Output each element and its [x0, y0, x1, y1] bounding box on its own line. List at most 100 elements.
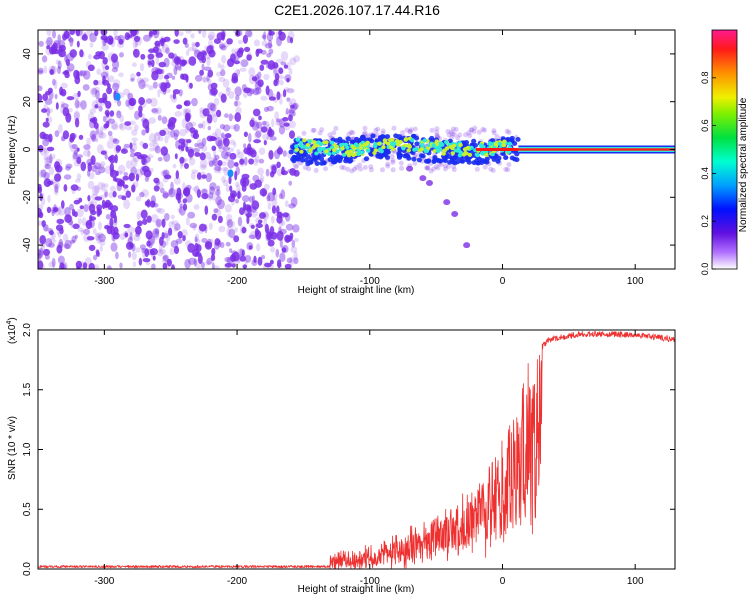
spectrogram-noise-cell [71, 143, 78, 150]
spectrogram-noise-cell [187, 243, 196, 253]
spectrogram-noise-cell [231, 263, 236, 268]
signal-core-cell [366, 148, 371, 153]
snr-y-tick-label: 1.0 [22, 442, 33, 456]
signal-halo-cell [450, 126, 456, 132]
spectrogram-noise-cell [207, 34, 214, 40]
spectrogram-noise-cell [46, 146, 55, 152]
signal-core-cell [379, 149, 384, 154]
spectrogram-noise-cell [115, 145, 122, 152]
spectrogram-noise-cell [79, 205, 85, 210]
spectrogram-noise-cell [81, 217, 87, 227]
spectrogram-noise-cell [235, 166, 240, 176]
spectrogram-noise-cell [38, 250, 44, 259]
spectrogram-noise-cell [265, 168, 270, 177]
spectrogram-noise-cell [63, 184, 68, 192]
spectrogram-noise-cell [233, 235, 240, 243]
spectrogram-x-axis-label: Height of straight line (km) [298, 285, 415, 296]
spectrogram-noise-cell [172, 92, 176, 100]
spectrogram-noise-cell [146, 154, 154, 159]
spectrogram-noise-cell [130, 166, 137, 176]
spectrogram-noise-cell [162, 254, 169, 262]
signal-halo-cell [466, 130, 472, 136]
spectrogram-noise-cell [126, 34, 133, 39]
spectrogram-noise-cell [66, 111, 70, 119]
spectrogram-noise-cell [38, 254, 43, 261]
spectrogram-noise-cell [253, 39, 260, 47]
spectrogram-noise-cell [107, 75, 115, 83]
spectrogram-noise-cell [139, 192, 145, 198]
spectrogram-noise-cell [103, 123, 109, 129]
spectrogram-noise-cell [193, 48, 199, 54]
spectrogram-noise-cell [292, 110, 296, 117]
signal-halo-cell [449, 134, 455, 140]
spectrogram-noise-cell [76, 147, 80, 152]
spectrogram-noise-cell [205, 261, 211, 266]
spectrogram-noise-cell [113, 228, 120, 234]
signal-core-cell [373, 144, 378, 149]
spectrogram-noise-cell [88, 262, 95, 269]
spectrogram-noise-cell [192, 186, 200, 192]
spectrogram-noise-cell [212, 192, 216, 201]
spectrogram-noise-cell [70, 184, 79, 191]
spectrogram-noise-cell [53, 207, 59, 212]
spectrogram-noise-cell [229, 248, 233, 253]
spectrogram-noise-cell [54, 130, 60, 138]
spectrogram-noise-cell [235, 181, 240, 188]
spectrogram-noise-cell [267, 192, 271, 198]
signal-halo-cell [429, 127, 435, 133]
signal-core-cell [324, 149, 329, 154]
spectrogram-noise-cell [105, 65, 110, 71]
spectrogram-noise-cell [160, 187, 165, 194]
signal-core-cell [302, 138, 307, 143]
spectrogram-noise-cell [244, 156, 248, 166]
signal-halo-cell [341, 165, 347, 171]
spectrogram-noise-cell [163, 232, 169, 238]
spectrogram-noise-cell [77, 217, 82, 225]
signal-halo-cell [443, 163, 449, 169]
spectrogram-noise-cell [268, 150, 274, 160]
colorbar-tick-label: 0.0 [700, 263, 710, 276]
spectrogram-noise-cell [239, 158, 245, 165]
spectrogram-noise-cell [209, 108, 217, 118]
signal-core-cell [299, 149, 304, 154]
snr-x-tick-label: 0 [500, 576, 506, 587]
spectrogram-noise-cell [284, 263, 292, 269]
spectrogram-noise-cell [95, 171, 101, 176]
spectrogram-noise-cell [38, 40, 44, 47]
spectrogram-noise-cell [101, 199, 106, 210]
spectrogram-noise-cell [193, 49, 201, 58]
spectrogram-noise-cell [45, 164, 49, 169]
spectrogram-noise-cell [278, 125, 285, 135]
spectrogram-noise-cell [211, 160, 216, 165]
spectrogram-noise-cell [57, 34, 61, 43]
spectrogram-noise-cell [207, 196, 214, 201]
spectrogram-noise-cell [119, 114, 124, 123]
signal-band-cell [416, 157, 422, 163]
spectrogram-noise-cell [80, 100, 87, 110]
spectrogram-noise-cell [211, 145, 217, 152]
signal-halo-cell [412, 126, 418, 132]
secondary-trace-point [451, 211, 459, 218]
signal-halo-cell [400, 130, 406, 135]
spectrogram-noise-cell [220, 45, 227, 51]
spectrogram-noise-cell [293, 238, 299, 243]
spectrogram-noise-cell [188, 257, 196, 265]
spectrogram-noise-cell [213, 163, 221, 174]
spectrogram-noise-cell [153, 132, 161, 142]
spectrogram-noise-cell [147, 60, 152, 66]
signal-halo-cell [354, 164, 359, 170]
signal-band-cell [508, 137, 515, 143]
spectrogram-noise-cell [212, 89, 217, 97]
spectrogram-noise-cell [233, 60, 240, 65]
spectrogram-noise-cell [214, 128, 222, 138]
spectrogram-noise-cell [96, 234, 102, 244]
spectrogram-noise-cell [117, 34, 125, 44]
spectrogram-noise-cell [168, 52, 175, 59]
spectrogram-noise-cell [201, 30, 207, 38]
signal-halo-cell [457, 132, 463, 138]
spectrogram-noise-cell [288, 203, 296, 209]
signal-halo-cell [505, 167, 511, 173]
spectrogram-noise-cell [61, 261, 67, 269]
spectrogram-noise-cell [165, 240, 169, 246]
spectrogram-noise-cell [234, 100, 239, 107]
